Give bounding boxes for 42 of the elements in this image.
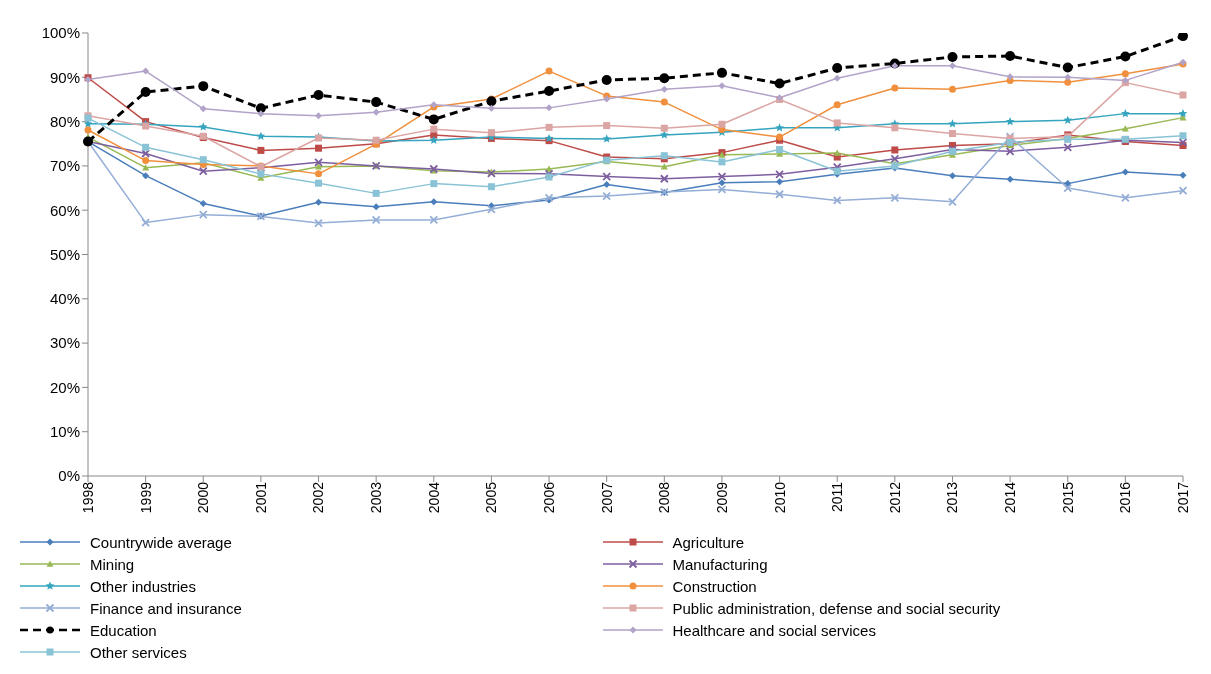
legend-label: Manufacturing [672,555,768,573]
x-tick-label: 2004 [425,481,442,514]
x-tick-label: 1999 [137,481,154,514]
x-tick-label: 2001 [252,481,269,514]
y-tick-label: 10% [49,423,80,441]
x-tick-label: 2006 [540,481,557,514]
y-tick-label: 70% [49,157,80,175]
x-tick-label: 2016 [1117,481,1134,514]
x-tick-label: 2005 [483,481,500,514]
x-tick-label: 2012 [886,481,903,514]
y-tick-label: 80% [49,112,80,130]
y-tick-label: 40% [49,290,80,308]
legend-label: Countrywide average [90,533,232,551]
legend-label: Public administration, defense and social security [672,599,1001,617]
x-tick-label: 1998 [79,481,96,514]
legend-label: Other industries [90,577,196,595]
x-tick-label: 2013 [944,481,961,514]
x-tick-label: 2007 [598,481,615,514]
y-tick-label: 20% [49,378,80,396]
x-tick-label: 2000 [195,481,212,514]
y-tick-label: 50% [49,245,80,263]
legend-label: Other services [90,643,187,661]
x-tick-label: 2011 [829,481,846,513]
x-tick-label: 2010 [771,481,788,514]
legend-label: Mining [90,555,135,573]
legend-label: Education [90,621,157,639]
x-tick-label: 2003 [368,481,385,514]
legend-label: Agriculture [672,533,745,551]
legend-label: Finance and insurance [90,599,242,617]
y-tick-label: 60% [49,201,80,219]
x-tick-label: 2009 [713,481,730,514]
y-tick-label: 90% [49,68,80,86]
legend-label: Healthcare and social services [672,621,876,639]
x-tick-label: 2014 [1002,481,1019,514]
y-tick-label: 100% [41,24,80,42]
x-tick-label: 2002 [310,481,327,514]
y-tick-label: 30% [49,334,80,352]
x-tick-label: 2015 [1059,481,1076,514]
legend-label: Construction [672,577,757,595]
y-tick-label: 0% [58,467,80,485]
x-tick-label: 2017 [1174,481,1191,514]
x-tick-label: 2008 [656,481,673,514]
